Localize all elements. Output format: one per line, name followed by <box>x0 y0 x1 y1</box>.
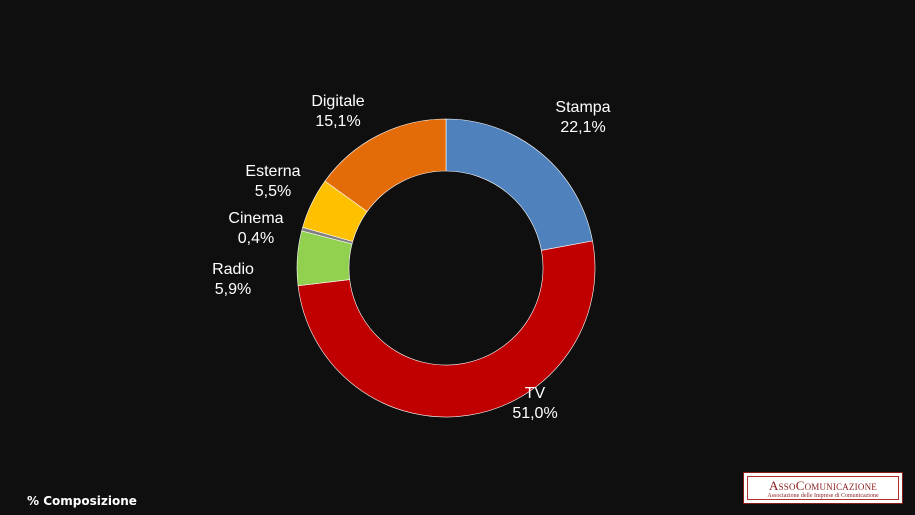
slice-digitale <box>324 118 447 212</box>
label-esterna: Esterna 5,5% <box>245 163 300 200</box>
label-digitale-name: Digitale <box>311 93 364 110</box>
logo-subtitle: Associazione delle Imprese di Comunicazi… <box>767 493 879 499</box>
label-stampa-value: 22,1% <box>560 119 605 136</box>
label-radio: Radio 5,9% <box>212 261 254 298</box>
label-esterna-value: 5,5% <box>255 183 291 200</box>
slice-stampa <box>445 118 593 251</box>
label-cinema-value: 0,4% <box>238 230 274 247</box>
label-radio-value: 5,9% <box>215 281 251 298</box>
assocomunicazione-logo: AssoComunicazione Associazione delle Imp… <box>743 472 903 504</box>
slice-tv <box>297 240 596 418</box>
logo-title: AssoComunicazione <box>769 478 877 493</box>
label-digitale-value: 15,1% <box>315 113 360 130</box>
footnote: % Composizione <box>27 494 137 508</box>
label-tv-value: 51,0% <box>512 405 557 422</box>
label-cinema-name: Cinema <box>228 210 283 227</box>
label-stampa: Stampa 22,1% <box>555 99 610 136</box>
label-esterna-name: Esterna <box>245 163 300 180</box>
label-stampa-name: Stampa <box>555 99 610 116</box>
logo-frame: AssoComunicazione Associazione delle Imp… <box>747 476 899 500</box>
label-radio-name: Radio <box>212 261 254 278</box>
label-tv-name: TV <box>525 385 546 402</box>
label-cinema: Cinema 0,4% <box>228 210 283 247</box>
label-digitale: Digitale 15,1% <box>311 93 364 130</box>
label-tv: TV 51,0% <box>512 385 557 422</box>
